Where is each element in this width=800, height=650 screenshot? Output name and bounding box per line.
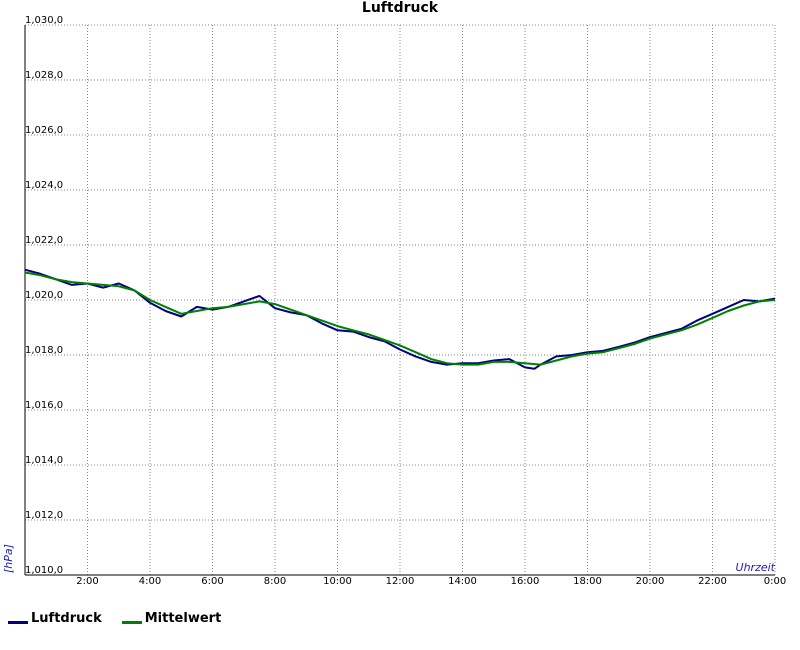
x-tick-label: 10:00 xyxy=(323,576,352,587)
grid xyxy=(25,24,776,575)
series-line-luftdruck xyxy=(24,268,776,370)
y-tick-label: 1,012,0 xyxy=(25,510,63,521)
legend-item-mittelwert: Mittelwert xyxy=(121,610,222,626)
y-tick-label: 1,024,0 xyxy=(25,180,63,191)
line-chart: 1,010,0 1,012,0 1,014,0 1,016,0 1,018,0 1,020… xyxy=(2,15,786,587)
x-tick-label: 8:00 xyxy=(264,576,286,587)
tick-labels: 1,010,0 1,012,0 1,014,0 1,016,0 1,018,0 1,020… xyxy=(25,15,786,587)
x-tick-label: 16:00 xyxy=(511,576,540,587)
legend: Luftdruck Mittelwert xyxy=(8,608,241,628)
legend-label-mittelwert: Mittelwert xyxy=(144,610,222,626)
x-tick-label: 18:00 xyxy=(573,576,602,587)
chart-title: Luftdruck xyxy=(361,0,439,16)
x-axis-title: Uhrzeit xyxy=(736,561,776,574)
series-line-mittelwert xyxy=(24,271,776,366)
x-tick-label: 22:00 xyxy=(698,576,727,587)
y-tick-label: 1,020,0 xyxy=(25,290,63,301)
y-tick-label: 1,018,0 xyxy=(25,345,63,356)
x-tick-label: 20:00 xyxy=(636,576,665,587)
legend-swatch-mittelwert xyxy=(121,621,142,624)
y-tick-label: 1,010,0 xyxy=(25,565,63,576)
x-tick-label: 6:00 xyxy=(201,576,223,587)
series-layer xyxy=(24,268,776,370)
y-tick-label: 1,028,0 xyxy=(25,70,63,81)
axes xyxy=(24,25,775,576)
y-tick-label: 1,016,0 xyxy=(25,400,63,411)
y-tick-label: 1,030,0 xyxy=(25,15,63,26)
legend-label-luftdruck: Luftdruck xyxy=(31,610,102,626)
legend-item-luftdruck: Luftdruck xyxy=(8,611,102,626)
y-axis-title: [hPa] xyxy=(2,544,15,573)
y-tick-label: 1,026,0 xyxy=(25,125,63,136)
y-tick-label: 1,022,0 xyxy=(25,235,63,246)
x-tick-label: 12:00 xyxy=(386,576,415,587)
x-tick-label: 14:00 xyxy=(448,576,477,587)
x-tick-label: 4:00 xyxy=(139,576,161,587)
x-tick-label: 0:00 xyxy=(764,576,786,587)
x-tick-label: 2:00 xyxy=(76,576,98,587)
legend-swatch-luftdruck xyxy=(8,621,28,624)
y-tick-label: 1,014,0 xyxy=(25,455,63,466)
